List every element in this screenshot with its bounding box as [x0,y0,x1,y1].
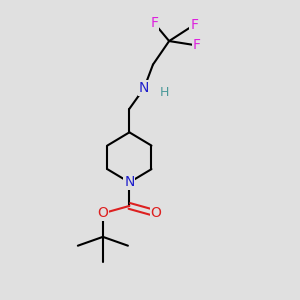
Text: F: F [150,16,158,30]
Text: O: O [98,206,108,220]
Text: N: N [124,176,135,189]
Text: O: O [151,206,161,220]
Text: F: F [190,18,198,32]
Text: F: F [193,38,201,52]
Text: H: H [160,86,169,99]
Text: N: N [139,81,149,95]
